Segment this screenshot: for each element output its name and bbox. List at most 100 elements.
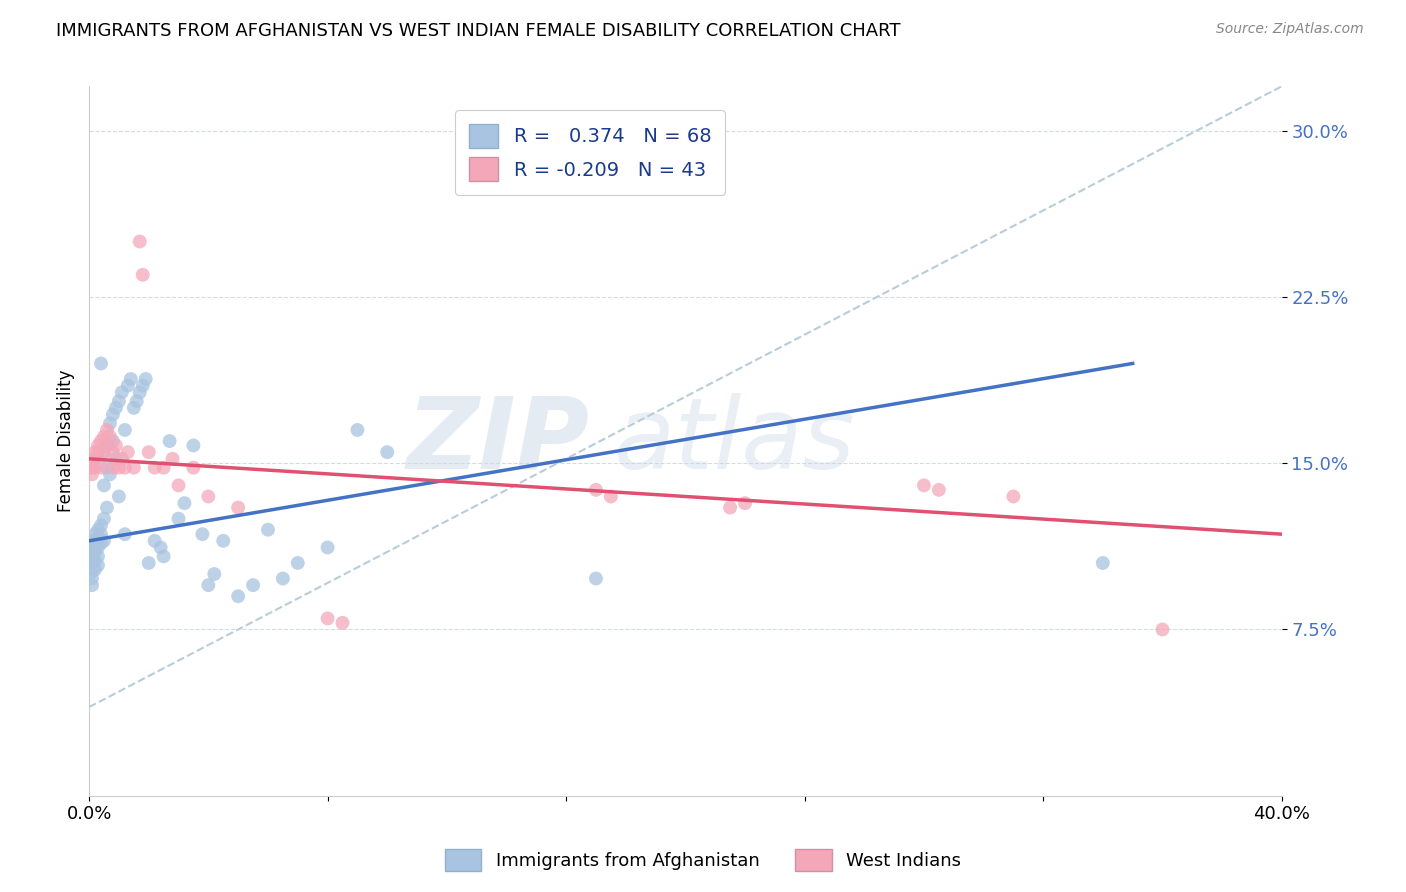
Point bbox=[316, 611, 339, 625]
Point bbox=[1002, 490, 1025, 504]
Point bbox=[191, 527, 214, 541]
Point bbox=[96, 438, 118, 452]
Point bbox=[167, 511, 190, 525]
Point bbox=[111, 451, 134, 466]
Point bbox=[271, 572, 294, 586]
Point bbox=[183, 460, 205, 475]
Point bbox=[197, 578, 219, 592]
Point bbox=[173, 496, 195, 510]
Point bbox=[90, 460, 112, 475]
Point bbox=[80, 556, 103, 570]
Point bbox=[585, 483, 607, 497]
Point bbox=[104, 438, 127, 452]
Point bbox=[718, 500, 741, 515]
Point bbox=[242, 578, 264, 592]
Point bbox=[90, 356, 112, 370]
Point bbox=[80, 541, 103, 555]
Point bbox=[120, 372, 142, 386]
Point bbox=[316, 541, 339, 555]
Point bbox=[202, 567, 225, 582]
Point bbox=[143, 460, 166, 475]
Point bbox=[90, 434, 112, 448]
Point bbox=[87, 549, 110, 564]
Point bbox=[93, 445, 115, 459]
Y-axis label: Female Disability: Female Disability bbox=[58, 370, 75, 512]
Point bbox=[90, 536, 112, 550]
Point bbox=[287, 556, 309, 570]
Point bbox=[84, 451, 107, 466]
Text: IMMIGRANTS FROM AFGHANISTAN VS WEST INDIAN FEMALE DISABILITY CORRELATION CHART: IMMIGRANTS FROM AFGHANISTAN VS WEST INDI… bbox=[56, 22, 901, 40]
Point bbox=[98, 467, 121, 482]
Point bbox=[80, 549, 103, 564]
Point bbox=[1091, 556, 1114, 570]
Point bbox=[84, 445, 107, 459]
Point bbox=[117, 445, 139, 459]
Point bbox=[80, 467, 103, 482]
Point bbox=[128, 235, 150, 249]
Legend: R =   0.374   N = 68, R = -0.209   N = 43: R = 0.374 N = 68, R = -0.209 N = 43 bbox=[456, 111, 724, 194]
Text: ZIP: ZIP bbox=[406, 392, 591, 490]
Point bbox=[98, 429, 121, 443]
Point bbox=[104, 451, 127, 466]
Point bbox=[101, 434, 124, 448]
Text: Source: ZipAtlas.com: Source: ZipAtlas.com bbox=[1216, 22, 1364, 37]
Point bbox=[80, 533, 103, 548]
Point bbox=[96, 423, 118, 437]
Point bbox=[80, 456, 103, 470]
Point bbox=[101, 408, 124, 422]
Point bbox=[87, 541, 110, 555]
Point bbox=[599, 490, 621, 504]
Point bbox=[80, 460, 103, 475]
Point bbox=[212, 533, 235, 548]
Point bbox=[346, 423, 368, 437]
Point bbox=[98, 417, 121, 431]
Point bbox=[125, 394, 148, 409]
Point bbox=[108, 394, 131, 409]
Point bbox=[117, 378, 139, 392]
Legend: Immigrants from Afghanistan, West Indians: Immigrants from Afghanistan, West Indian… bbox=[437, 842, 969, 879]
Point bbox=[111, 385, 134, 400]
Point bbox=[114, 460, 136, 475]
Point bbox=[114, 423, 136, 437]
Point bbox=[159, 434, 181, 448]
Point bbox=[332, 615, 354, 630]
Point bbox=[93, 511, 115, 525]
Point bbox=[152, 460, 174, 475]
Point bbox=[162, 451, 184, 466]
Point bbox=[101, 460, 124, 475]
Point bbox=[87, 532, 110, 546]
Point bbox=[226, 500, 249, 515]
Point bbox=[734, 496, 756, 510]
Point bbox=[143, 533, 166, 548]
Point bbox=[104, 401, 127, 415]
Point bbox=[84, 527, 107, 541]
Point bbox=[183, 438, 205, 452]
Point bbox=[80, 572, 103, 586]
Point bbox=[90, 518, 112, 533]
Point bbox=[135, 372, 157, 386]
Point bbox=[197, 490, 219, 504]
Point bbox=[84, 563, 107, 577]
Point bbox=[87, 558, 110, 573]
Point bbox=[84, 554, 107, 568]
Point bbox=[96, 438, 118, 452]
Point bbox=[93, 533, 115, 548]
Point bbox=[93, 429, 115, 443]
Point bbox=[96, 460, 118, 475]
Point bbox=[912, 478, 935, 492]
Point bbox=[152, 549, 174, 564]
Point bbox=[80, 578, 103, 592]
Point bbox=[257, 523, 280, 537]
Point bbox=[375, 445, 398, 459]
Point bbox=[167, 478, 190, 492]
Point bbox=[132, 268, 155, 282]
Point bbox=[122, 401, 145, 415]
Point bbox=[138, 445, 160, 459]
Point bbox=[132, 378, 155, 392]
Point bbox=[93, 478, 115, 492]
Point bbox=[84, 536, 107, 550]
Point bbox=[90, 527, 112, 541]
Point bbox=[87, 445, 110, 459]
Point bbox=[928, 483, 950, 497]
Point bbox=[87, 438, 110, 452]
